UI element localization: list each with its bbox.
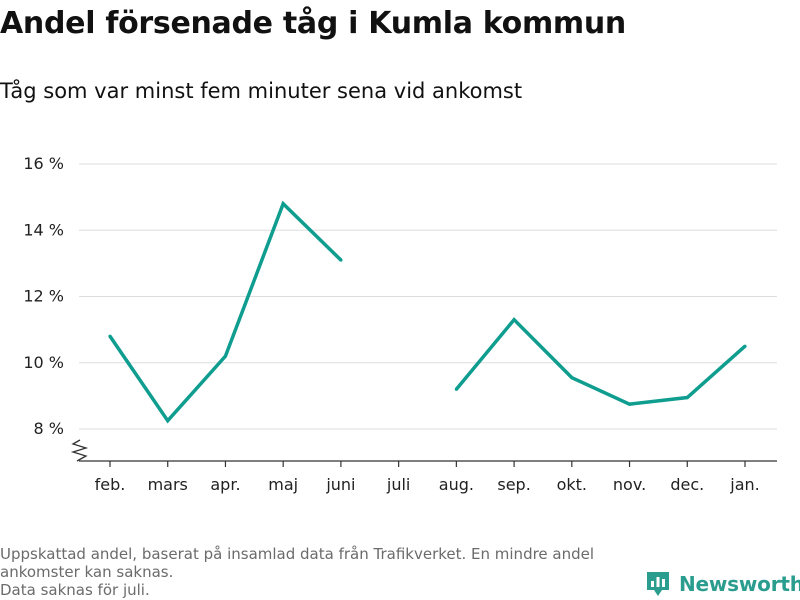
- newsworthy-logo-icon: [647, 572, 669, 596]
- data-point: [685, 395, 689, 400]
- y-axis-tick-labels: 8 % 10 % 12 % 14 % 16 %: [23, 154, 64, 438]
- series-lines: [108, 200, 747, 424]
- x-tick-label: apr.: [210, 475, 240, 494]
- x-tick-label: nov.: [613, 475, 646, 494]
- x-tick-label: jan.: [729, 475, 759, 494]
- data-point: [570, 376, 574, 380]
- chart-title: Andel försenade tåg i Kumla kommun: [0, 6, 626, 41]
- x-tick-label: dec.: [670, 475, 704, 494]
- y-tick-label: 10 %: [23, 353, 64, 372]
- x-axis: [79, 460, 777, 467]
- x-tick-label: maj: [268, 475, 298, 494]
- brand-name: Newsworthy: [679, 572, 800, 596]
- series-line: [108, 200, 343, 424]
- x-tick-label: sep.: [497, 475, 530, 494]
- footnote-line-3: Data saknas för juli.: [0, 581, 150, 599]
- grid-lines: [79, 163, 777, 430]
- footnote: Uppskattad andel, baserat på insamlad da…: [0, 545, 640, 599]
- y-tick-label: 16 %: [23, 154, 64, 173]
- data-points: [108, 202, 747, 423]
- x-tick-label: okt.: [557, 475, 587, 494]
- y-tick-label: 14 %: [23, 220, 64, 239]
- footnote-line-1: Uppskattad andel, baserat på insamlad da…: [0, 545, 595, 563]
- brand-logo: Newsworthy: [645, 570, 800, 598]
- x-axis-tick-labels: feb. mars apr. maj juni juli aug. sep. okt. nov. d…: [95, 475, 760, 494]
- x-tick-label: feb.: [95, 475, 126, 494]
- data-point: [339, 258, 343, 262]
- x-tick-label: juli: [386, 475, 410, 494]
- x-tick-label: mars: [148, 475, 188, 494]
- y-tick-label: 12 %: [23, 287, 64, 306]
- data-point: [512, 318, 516, 322]
- data-point: [223, 354, 228, 358]
- x-tick-label: juni: [325, 475, 355, 494]
- chart-subtitle: Tåg som var minst fem minuter sena vid a…: [0, 79, 523, 103]
- data-point: [454, 387, 458, 391]
- data-point: [108, 334, 112, 338]
- data-point: [743, 344, 747, 348]
- series-line: [455, 317, 747, 406]
- data-point: [627, 402, 632, 406]
- footnote-line-2: ankomster kan saknas.: [0, 563, 174, 581]
- data-point: [281, 202, 285, 206]
- axis-break-icon: [70, 439, 89, 462]
- data-point: [166, 419, 170, 423]
- x-tick-label: aug.: [439, 475, 474, 494]
- y-tick-label: 8 %: [34, 419, 64, 438]
